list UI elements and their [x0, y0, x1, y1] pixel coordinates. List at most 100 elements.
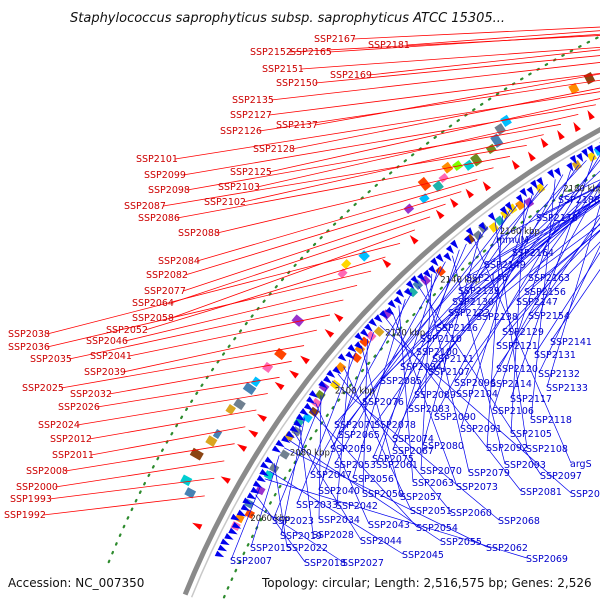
reverse-gene-label: SSP2069 [526, 554, 568, 565]
reverse-label-leader [492, 169, 572, 411]
forward-gene-arrow [557, 130, 565, 141]
forward-gene-arrow [289, 370, 299, 379]
reverse-gene-label: SSP2139 [458, 286, 500, 297]
reverse-gene-arrow [430, 257, 439, 267]
forward-label-leader [47, 242, 401, 335]
forward-gene-label: SSP2165 [290, 47, 332, 58]
forward-label-leader [129, 314, 331, 357]
reverse-gene-arrow [256, 475, 266, 483]
reverse-label-leader [420, 273, 433, 471]
forward-label-leader [109, 360, 292, 395]
reverse-gene-label: SSP2007 [230, 556, 272, 567]
forward-label-leader [185, 191, 462, 276]
forward-label-leader [43, 495, 205, 516]
reverse-gene-label: SSP2060 [450, 508, 492, 519]
forward-gene-arrow [236, 444, 248, 452]
forward-label-leader [217, 167, 494, 234]
reverse-gene-label: SSP2083 [408, 404, 450, 415]
reverse-gene-arrow [337, 353, 347, 362]
backbone-arc [182, 126, 600, 596]
reverse-gene-arrow [465, 227, 474, 237]
reverse-label-leader [434, 174, 564, 417]
reverse-label-leader [273, 463, 288, 548]
reverse-gene-arrow [368, 318, 378, 327]
reverse-gene-arrow [303, 402, 313, 411]
reverse-gene-label: SSP2097 [540, 471, 582, 482]
reverse-label-leader [510, 155, 595, 399]
forward-gene-label: SSP2041 [90, 351, 132, 362]
reverse-gene-arrow [385, 306, 395, 316]
reverse-gene-arrow [281, 435, 291, 444]
reverse-gene-label: SSP2095 [570, 489, 600, 500]
forward-label-leader [61, 345, 305, 389]
scale-tick-label: 2120 kbp [385, 329, 425, 339]
cog-block-outer [274, 347, 287, 361]
reverse-gene-label: SSP2018 [304, 558, 346, 569]
forward-gene-arrow [527, 151, 536, 162]
forward-label-leader [369, 49, 600, 76]
reverse-label-leader [408, 164, 579, 409]
forward-gene-label: SSP2008 [26, 466, 68, 477]
forward-label-leader [171, 229, 416, 319]
reverse-label-leader [496, 223, 600, 346]
cog-block-outer [291, 314, 305, 327]
reverse-gene-arrow [306, 396, 316, 405]
reverse-gene-label: SSP2123 [448, 308, 490, 319]
forward-gene-label: SSP2082 [146, 270, 188, 281]
reverse-gene-arrow [231, 521, 242, 529]
reverse-gene-label: SSP2092 [486, 443, 528, 454]
forward-gene-arrow [573, 121, 581, 133]
reverse-gene-label: SSP2138 [476, 312, 518, 323]
reverse-gene-label: SSP2068 [498, 516, 540, 527]
reverse-gene-label: SSP2154 [528, 311, 570, 322]
forward-gene-label: SSP2026 [58, 402, 100, 413]
reverse-label-leader [318, 395, 322, 520]
reverse-label-leader [392, 210, 511, 439]
cog-block-outer [403, 203, 415, 215]
forward-gene-label: SSP2169 [330, 70, 372, 81]
forward-label-leader [171, 216, 431, 304]
reverse-label-leader [510, 199, 526, 434]
reverse-gene-label: SSP2116 [436, 323, 478, 334]
forward-strand-genes [192, 109, 595, 530]
forward-label-leader [175, 91, 600, 160]
forward-gene-arrow [324, 328, 335, 338]
cog-block-inner [473, 230, 484, 241]
reverse-label-leader [293, 432, 362, 541]
forward-gene-label: SSP2086 [138, 213, 180, 224]
reverse-label-leader [337, 373, 452, 513]
forward-label-leader [77, 393, 268, 426]
reverse-gene-arrow [240, 504, 250, 512]
forward-label-leader [125, 285, 358, 342]
reverse-gene-label: SSP2090 [434, 412, 476, 423]
forward-gene-label: SSP2098 [148, 185, 190, 196]
reverse-gene-arrow [364, 323, 373, 332]
reverse-label-leader [283, 447, 488, 548]
gc-dotted-ring-0 [107, 35, 600, 565]
forward-label-leader [289, 35, 600, 53]
reverse-label-leader [436, 199, 600, 328]
forward-gene-label: SSP2039 [84, 367, 126, 378]
cog-block-inner [329, 379, 341, 391]
reverse-gene-arrow [379, 310, 388, 319]
reverse-label-leader [456, 154, 600, 394]
reverse-gene-label: SSP2105 [510, 429, 552, 440]
forward-label-leader [329, 33, 600, 53]
forward-label-leader [91, 426, 246, 456]
cog-block-outer [205, 435, 218, 447]
cog-block-inner [244, 508, 255, 519]
reverse-gene-arrow [214, 550, 225, 558]
reverse-gene-arrow [504, 201, 513, 211]
forward-label-leader [49, 477, 215, 500]
reverse-gene-label: SSP2045 [402, 550, 444, 561]
reverse-label-leader [374, 189, 541, 425]
forward-label-leader [257, 113, 579, 188]
reverse-gene-label: SSP2094 [400, 362, 442, 373]
scale-tick-label: 2180 kbp [563, 184, 600, 194]
cog-block-outer [189, 447, 204, 461]
forward-label-leader [353, 26, 600, 40]
reverse-label-leader [530, 179, 556, 420]
forward-gene-label: SSP2128 [253, 144, 295, 155]
cog-block-inner [373, 326, 385, 337]
